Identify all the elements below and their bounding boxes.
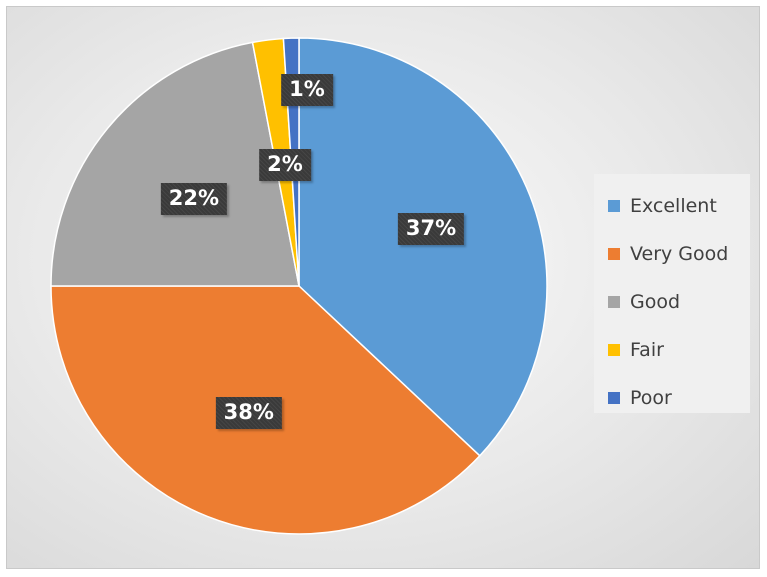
legend-item-good: Good (594, 278, 750, 326)
legend-item-excellent: Excellent (594, 182, 750, 230)
legend-item-fair: Fair (594, 326, 750, 374)
pie-slice-excellent (298, 37, 548, 457)
data-label-fair: 2% (259, 149, 311, 181)
legend-label: Very Good (630, 243, 729, 265)
chart-area: 37% 38% 22% 2% 1% Excellent Very Good Good Fair… (6, 6, 760, 569)
data-label-poor: 1% (281, 74, 333, 106)
pie-slice-good (50, 41, 300, 287)
legend-swatch (608, 296, 620, 308)
legend-swatch (608, 392, 620, 404)
legend-swatch (608, 200, 620, 212)
legend-item-poor: Poor (594, 374, 750, 422)
data-label-excellent: 37% (397, 212, 465, 245)
legend-label: Excellent (630, 195, 717, 217)
data-label-good: 22% (160, 183, 228, 216)
legend: Excellent Very Good Good Fair Poor (594, 174, 750, 413)
data-label-very-good: 38% (215, 396, 282, 429)
legend-swatch (608, 248, 620, 260)
legend-label: Good (630, 291, 681, 313)
legend-label: Fair (630, 339, 664, 361)
legend-label: Poor (630, 387, 672, 409)
legend-swatch (608, 344, 620, 356)
legend-item-very-good: Very Good (594, 230, 750, 278)
